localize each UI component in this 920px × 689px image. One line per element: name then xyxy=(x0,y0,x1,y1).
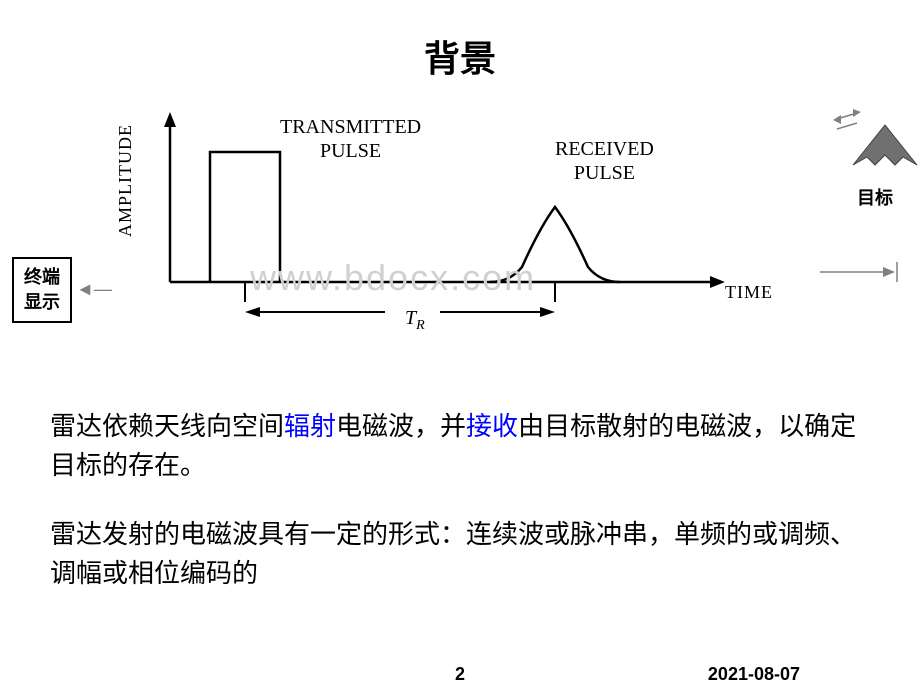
highlight-receive: 接收 xyxy=(466,411,518,441)
tr-symbol: TR xyxy=(405,307,425,334)
target-range-arrow xyxy=(815,257,905,292)
terminal-display-box: 终端 显示 xyxy=(12,257,72,323)
radar-pulse-diagram: 终端 显示 ◄— AMPLITUDE TRANSMITTED PULSE REC… xyxy=(0,107,920,387)
x-axis-label: TIME xyxy=(725,282,773,303)
received-pulse-label: RECEIVED PULSE xyxy=(555,137,654,185)
target-area: 目标 xyxy=(830,107,920,210)
slide-title: 背景 xyxy=(0,0,920,82)
page-number: 2 xyxy=(455,664,465,685)
terminal-text: 终端 显示 xyxy=(24,267,60,312)
transmitted-pulse-label: TRANSMITTED PULSE xyxy=(280,115,421,163)
paragraph-1: 雷达依赖天线向空间辐射电磁波，并接收由目标散射的电磁波，以确定目标的存在。 xyxy=(0,407,920,485)
terminal-arrow-icon: ◄— xyxy=(76,279,112,300)
stealth-bomber-icon xyxy=(831,107,919,177)
slide-date: 2021-08-07 xyxy=(708,664,800,685)
highlight-radiate: 辐射 xyxy=(284,411,336,441)
paragraph-2: 雷达发射的电磁波具有一定的形式：连续波或脉冲串，单频的或调频、调幅或相位编码的 xyxy=(0,515,920,593)
y-axis-label: AMPLITUDE xyxy=(115,124,136,237)
target-label: 目标 xyxy=(830,184,920,210)
